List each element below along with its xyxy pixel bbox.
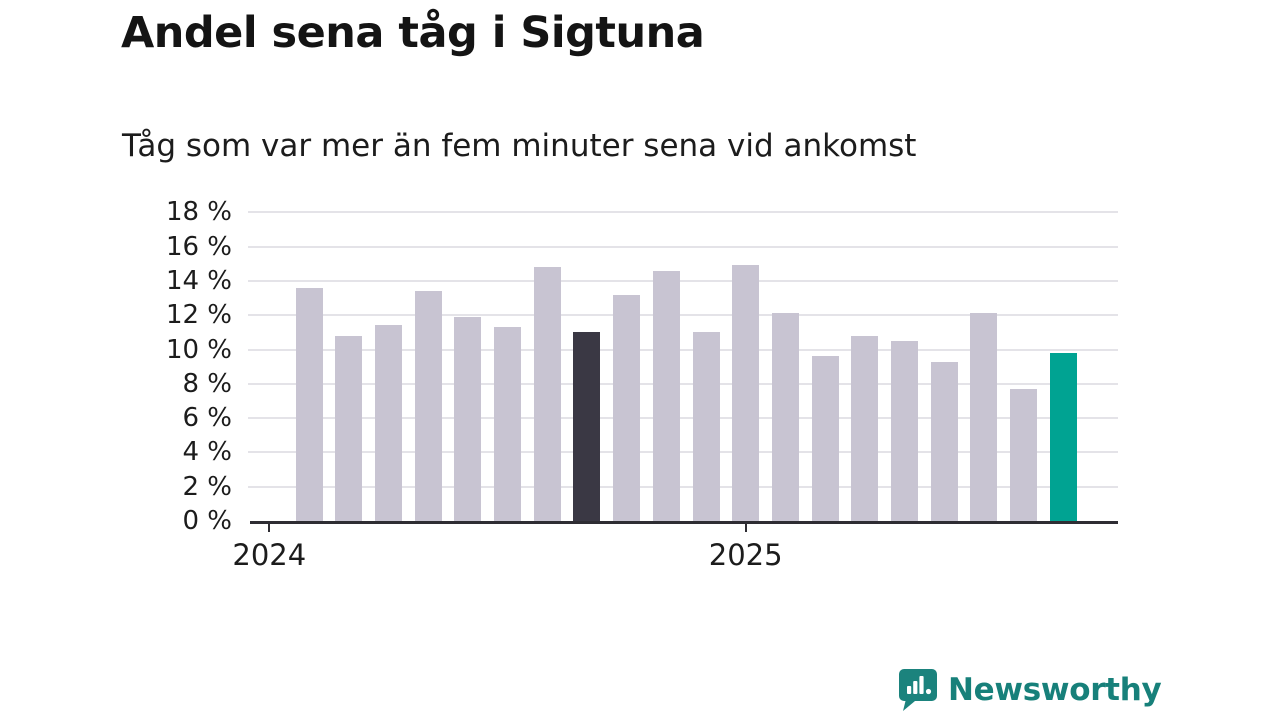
y-tick-label: 16 % [165,231,232,262]
x-axis-line [250,521,1118,524]
bar [771,313,799,521]
bar [930,361,958,521]
bar [414,291,442,521]
y-tick-label: 14 % [165,265,232,296]
gridline [248,211,1118,214]
gridline [248,451,1118,454]
bar [1010,388,1038,521]
bar [295,287,323,521]
x-tick [268,523,271,532]
y-tick-label: 2 % [182,471,232,502]
bar [811,356,839,521]
bar [652,270,680,521]
bar [891,340,918,521]
chart-subtitle: Tåg som var mer än fem minuter sena vid … [122,128,917,164]
gridline [248,245,1118,248]
gridline [248,279,1118,282]
bar [374,325,402,521]
gridline [248,348,1118,351]
x-tick-label: 2025 [708,538,783,572]
bar-latest [1049,352,1077,521]
newsworthy-logo-icon [899,669,937,711]
branding-name: Newsworthy [948,672,1162,708]
bar-highlighted [573,332,601,521]
bar [454,316,482,521]
bar [533,267,561,521]
gridline [248,382,1118,385]
bar [494,327,521,521]
gridline [248,314,1118,317]
y-tick-label: 8 % [182,368,232,399]
x-tick-label: 2024 [232,538,307,572]
branding: Newsworthy [898,668,1162,712]
y-tick-label: 18 % [165,197,232,228]
bar [692,332,720,521]
y-tick-label: 10 % [165,334,232,365]
x-tick [744,523,747,532]
y-tick-label: 4 % [182,437,232,468]
bar [851,335,879,521]
gridline [248,485,1118,488]
chart-title: Andel sena tåg i Sigtuna [121,8,705,58]
bar [970,313,998,521]
gridline [248,417,1118,420]
bar [613,294,641,521]
bar [732,265,760,521]
y-tick-label: 12 % [165,300,232,331]
bar [335,335,363,521]
y-tick-label: 6 % [182,403,232,434]
y-tick-label: 0 % [182,506,232,536]
